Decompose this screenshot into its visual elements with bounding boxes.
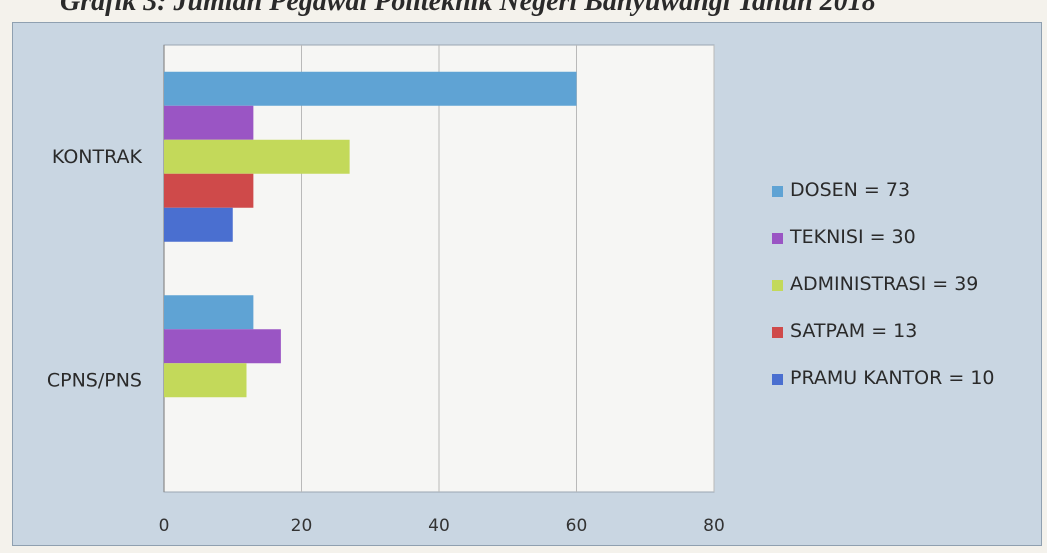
x-tick-label: 0 — [159, 516, 170, 536]
legend-swatch — [772, 280, 783, 291]
legend-swatch — [772, 186, 783, 197]
category-label: CPNS/PNS — [47, 369, 142, 391]
bar — [164, 295, 253, 329]
legend: DOSEN = 73 TEKNISI = 30 ADMINISTRASI = 39 S… — [772, 179, 995, 389]
x-tick-labels: 0 20 40 60 80 — [159, 516, 725, 536]
legend-swatch — [772, 327, 783, 338]
bar — [164, 329, 281, 363]
x-tick-label: 40 — [428, 516, 450, 536]
x-tick-label: 80 — [703, 516, 725, 536]
category-label: KONTRAK — [52, 146, 143, 168]
bar — [164, 174, 253, 208]
legend-label: SATPAM = 13 — [790, 320, 917, 342]
x-tick-label: 20 — [291, 516, 313, 536]
category-labels: KONTRAK CPNS/PNS — [47, 146, 143, 392]
legend-label: DOSEN = 73 — [790, 179, 910, 201]
legend-label: TEKNISI = 30 — [789, 226, 916, 248]
bar — [164, 72, 577, 106]
bar — [164, 106, 253, 140]
x-tick-label: 60 — [566, 516, 588, 536]
legend-label: PRAMU KANTOR = 10 — [790, 367, 995, 389]
bar — [164, 208, 233, 242]
legend-label: ADMINISTRASI = 39 — [790, 273, 978, 295]
legend-swatch — [772, 374, 783, 385]
legend-swatch — [772, 233, 783, 244]
bar — [164, 363, 247, 397]
bar — [164, 140, 350, 174]
